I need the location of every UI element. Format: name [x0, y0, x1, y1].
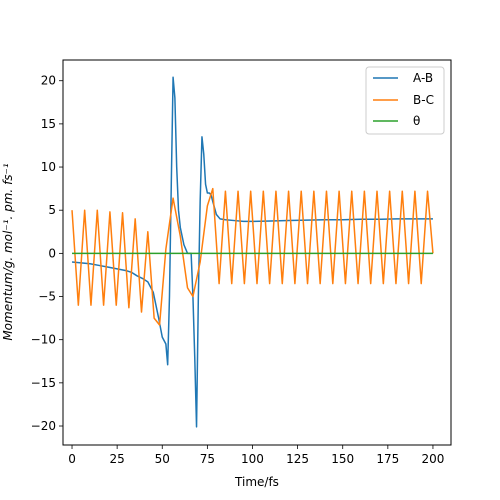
y-tick-label: 0: [48, 246, 56, 260]
x-tick-label: 100: [241, 452, 264, 466]
x-tick-label: 50: [155, 452, 170, 466]
axes-frame: [62, 59, 452, 446]
x-tick-label: 0: [68, 452, 76, 466]
series-layer: [71, 76, 434, 428]
y-tick-label: 20: [41, 74, 56, 88]
x-tick-label: 125: [286, 452, 309, 466]
legend-box: [365, 66, 445, 135]
x-tick-label: 25: [109, 452, 124, 466]
x-tick-label: 175: [376, 452, 399, 466]
y-tick-label: −5: [38, 290, 56, 304]
legend-label-ab: A-B: [413, 71, 433, 85]
legend: A-B B-C θ: [365, 66, 445, 135]
y-tick-label: −10: [31, 333, 56, 347]
x-tick-label: 200: [422, 452, 445, 466]
x-axis: 0 25 50 75 100 125 150 175 200: [68, 445, 444, 466]
y-tick-label: 5: [48, 203, 56, 217]
x-tick-label: 150: [331, 452, 354, 466]
legend-label-theta: θ: [413, 114, 420, 128]
legend-label-bc: B-C: [413, 93, 434, 107]
y-tick-label: 10: [41, 160, 56, 174]
y-axis-title: Momentum/g. mol⁻¹. pm. fs⁻¹: [1, 163, 15, 341]
x-tick-label: 75: [200, 452, 215, 466]
series-line-1: [71, 187, 434, 326]
y-tick-label: −20: [31, 419, 56, 433]
plot-area: [62, 59, 452, 446]
y-tick-label: −15: [31, 376, 56, 390]
x-axis-title: Time/fs: [234, 475, 279, 489]
y-tick-label: 15: [41, 117, 56, 131]
y-axis: −20 −15 −10 −5 0 5 10 15 20: [31, 74, 63, 433]
